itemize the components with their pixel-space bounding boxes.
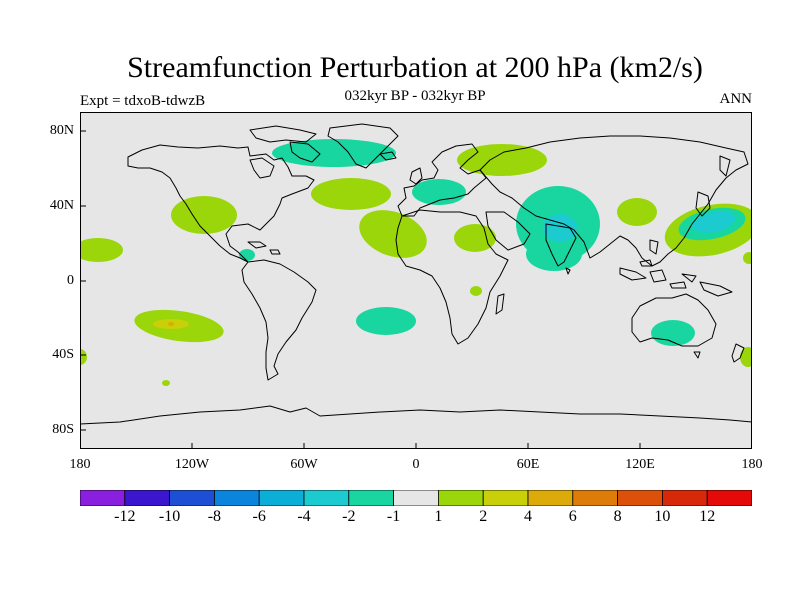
- positive-anomaly: [171, 196, 237, 234]
- world-map: [80, 112, 752, 449]
- lat-tick-40s: 40S: [52, 347, 74, 362]
- coastline-new-zealand: [731, 343, 745, 363]
- coastline-north-america: [127, 144, 315, 263]
- labelbar-box: [124, 489, 170, 507]
- labelbar-label: -12: [114, 508, 136, 525]
- labelbar-box: [213, 489, 260, 507]
- negative-anomaly: [412, 179, 466, 205]
- color-labelbar: [79, 489, 753, 507]
- lat-tick-80n: 80N: [49, 123, 74, 138]
- labelbar-label: -2: [342, 508, 356, 525]
- coastline-baffin: [289, 141, 321, 163]
- lat-tick-40n: 40N: [49, 198, 74, 213]
- coastline-philippines: [649, 239, 659, 255]
- positive-anomaly: [80, 238, 123, 262]
- coastline-australia: [631, 293, 717, 347]
- coastline-kamchatka: [719, 155, 731, 177]
- coastline-india: [545, 223, 577, 267]
- labelbar-box: [572, 489, 618, 507]
- coastline-sri-lanka: [565, 267, 571, 275]
- coastline-british-isles: [409, 167, 423, 185]
- lon-tick-60w: 60W: [290, 457, 318, 472]
- coastline-iceland: [379, 151, 397, 161]
- labelbar-box: [437, 489, 484, 507]
- coastline-tasmania: [693, 351, 701, 359]
- coastline-madagascar: [495, 293, 505, 315]
- labelbar-label: -1: [386, 508, 401, 525]
- coastline-indonesia: [619, 259, 697, 289]
- map-frame: [80, 112, 752, 449]
- labelbar-box: [662, 489, 708, 507]
- coastline-europe: [397, 143, 487, 217]
- labelbar-label: -6: [252, 508, 266, 525]
- labelbar-label: 4: [524, 508, 532, 525]
- coastline-asia: [479, 135, 749, 267]
- labelbar-box: [303, 489, 350, 507]
- lon-tick-120w: 120W: [174, 457, 210, 472]
- labelbar-label: -10: [158, 508, 181, 525]
- lon-tick-60e: 60E: [516, 457, 540, 472]
- positive-anomaly: [454, 224, 496, 252]
- labelbar-box: [617, 489, 663, 507]
- labelbar-label: -8: [207, 508, 222, 525]
- labelbar-label: 2: [479, 508, 488, 525]
- coastline-greenland: [327, 123, 399, 169]
- coastline-antarctica: [80, 405, 752, 425]
- coastlines: [80, 123, 752, 425]
- labelbar-box: [79, 489, 126, 507]
- lat-tick-0: 0: [67, 273, 74, 288]
- labelbar-label: 1: [434, 508, 443, 525]
- anomaly-field: [80, 139, 752, 386]
- map-subtitle: 032kyr BP - 032kyr BP: [344, 88, 486, 104]
- labelbar-box: [706, 489, 753, 507]
- coastline-caribbean: [247, 241, 281, 255]
- labelbar-box: [393, 489, 439, 507]
- labelbar-label: -4: [297, 508, 311, 525]
- labelbar-box: [258, 489, 305, 507]
- coastline-hudson-bay: [249, 157, 275, 179]
- labelbar-box: [482, 489, 529, 507]
- negative-anomaly: [526, 237, 582, 271]
- coastline-japan: [695, 191, 711, 217]
- negative-anomaly: [239, 249, 255, 261]
- positive-anomaly: [162, 380, 170, 386]
- positive-anomaly: [457, 144, 547, 176]
- positive-anomaly: [740, 347, 752, 367]
- coastline-arabia: [485, 211, 531, 251]
- labelbar-label: 12: [699, 508, 716, 525]
- positive-anomaly: [617, 198, 657, 226]
- negative-anomaly: [356, 307, 416, 335]
- map-title: Streamfunction Perturbation at 200 hPa (…: [127, 51, 703, 84]
- positive-anomaly: [311, 178, 391, 210]
- labelbar-label: 6: [568, 508, 577, 525]
- labelbar-box: [527, 489, 574, 507]
- labelbar-label: 8: [613, 508, 622, 525]
- labelbar-label: 10: [654, 508, 671, 525]
- coastline-new-guinea: [699, 281, 733, 297]
- labelbar-box: [348, 489, 394, 507]
- positive-anomaly: [470, 286, 482, 296]
- lon-tick-0: 0: [412, 457, 420, 472]
- positive-anomaly: [743, 252, 752, 264]
- coastline-arctic-islands: [249, 125, 317, 143]
- positive-anomaly: [80, 349, 87, 365]
- negative-anomaly-strong: [692, 211, 736, 233]
- labelbar-boxes: [79, 489, 753, 507]
- positive-anomaly-peak: [168, 322, 174, 326]
- labelbar-box: [169, 489, 215, 507]
- coastline-africa: [395, 209, 509, 345]
- axis-ticks: [80, 130, 641, 449]
- negative-anomaly: [272, 139, 396, 167]
- season-label: ANN: [719, 91, 753, 107]
- lon-tick-180w: 180: [69, 457, 91, 472]
- lat-tick-80s: 80S: [52, 422, 74, 437]
- lon-tick-120e: 120E: [625, 457, 655, 472]
- coastline-south-america: [241, 259, 317, 381]
- negative-anomaly-strong: [543, 214, 577, 242]
- lon-tick-180e: 180: [741, 457, 763, 472]
- experiment-label: Expt = tdxoB-tdwzB: [80, 93, 206, 109]
- positive-anomaly: [359, 210, 427, 258]
- ocean-background: [80, 112, 752, 449]
